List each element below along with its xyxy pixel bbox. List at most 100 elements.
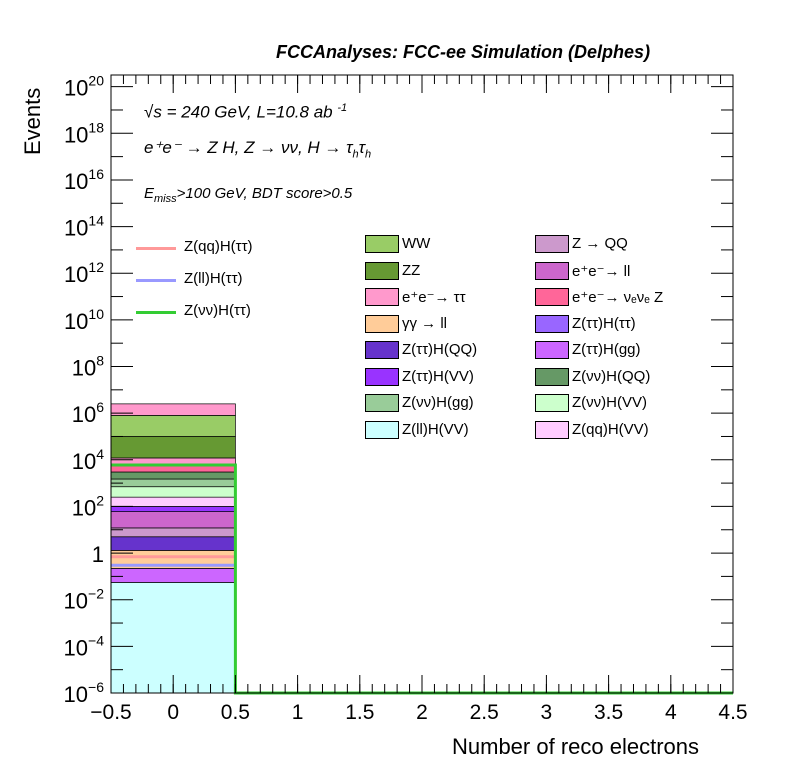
y-tick-base: 10 [64, 76, 88, 101]
y-tick-base: 10 [64, 682, 88, 707]
y-tick-base: 10 [64, 589, 88, 614]
x-tick-label-7: 3 [541, 701, 553, 724]
y-tick-base: 10 [64, 262, 88, 287]
legend-label-b-3: Z(ττ)H(ττ) [572, 314, 636, 332]
x-tick-label-6: 2.5 [470, 701, 499, 724]
y-tick-exp: 6 [96, 399, 104, 415]
y-tick-label-8: 1010 [64, 306, 104, 334]
legend-signal-line-2 [136, 311, 176, 314]
legend-label-a-1: ZZ [402, 261, 421, 279]
stack-bar-4 [110, 527, 236, 538]
legend-box-a-7 [365, 420, 399, 439]
stack-bar-10 [110, 471, 236, 480]
y-tick-base: 10 [72, 495, 96, 520]
y-axis-label: Events [20, 87, 45, 155]
stack-bar-3 [110, 536, 236, 551]
legend-box-a-2 [365, 288, 399, 306]
y-tick-base: 10 [64, 309, 88, 334]
y-tick-label-0: 10−6 [64, 679, 105, 707]
x-tick-label-0: −0.5 [90, 701, 131, 724]
legend-signal-line-0 [136, 247, 176, 250]
legend-box-b-7 [535, 420, 569, 439]
legend-box-a-3 [365, 314, 399, 333]
y-tick-label-1: 10−4 [64, 632, 105, 660]
y-tick-exp: 8 [96, 353, 104, 369]
y-tick-exp: −2 [88, 586, 104, 602]
legend-box-b-2 [535, 288, 569, 306]
energy-annotation: √s = 240 GeV, L=10.8 ab -1 [144, 102, 347, 123]
y-tick-exp: 14 [88, 213, 104, 229]
stack-bar-0 [110, 582, 236, 694]
x-tick-label-9: 4 [665, 701, 677, 724]
y-tick-exp: 12 [88, 259, 104, 275]
y-tick-base: 10 [64, 169, 88, 194]
chart-title: FCCAnalyses: FCC-ee Simulation (Delphes) [276, 42, 651, 62]
y-tick-label-2: 10−2 [64, 586, 105, 614]
y-tick-base: 10 [72, 449, 96, 474]
stack-bar-9 [110, 478, 236, 488]
legend-signal-line-1 [136, 279, 176, 282]
legend-box-a-1 [365, 261, 399, 280]
y-tick-base: 10 [64, 635, 88, 660]
stack-bar-1 [110, 568, 236, 583]
legend-label-b-7: Z(qq)H(VV) [572, 420, 649, 438]
sqrt-symbol: √ [144, 102, 154, 122]
y-tick-exp: 4 [96, 446, 104, 462]
legend-box-b-1 [535, 261, 569, 280]
legend-box-b-0 [535, 235, 569, 253]
x-tick-label-5: 2 [416, 701, 428, 724]
x-tick-label-3: 1 [292, 701, 304, 724]
process-annotation: e⁺e⁻ → Z H, Z → νν, H → τhτh [144, 138, 372, 161]
x-tick-label-2: 0.5 [221, 701, 250, 724]
legend-signal-label-0: Z(qq)H(ττ) [184, 238, 253, 255]
legend-label-b-6: Z(νν)H(VV) [572, 394, 647, 411]
stack-bar-8 [110, 486, 236, 498]
cuts-e: E [144, 185, 155, 202]
process-text: e⁺e⁻ → Z H, Z → νν, H → τ [144, 138, 353, 157]
y-tick-exp: −6 [88, 679, 104, 695]
stack-bar-7 [110, 496, 236, 507]
legend-box-b-6 [535, 394, 569, 412]
y-tick-exp: −4 [88, 632, 104, 648]
legend-label-b-1: e⁺e⁻→ ll [572, 262, 631, 280]
legend-label-b-5: Z(νν)H(QQ) [572, 367, 651, 385]
cuts-annotation: Emiss>100 GeV, BDT score>0.5 [144, 185, 352, 205]
legend-signal-label-2: Z(νν)H(ττ) [184, 302, 251, 319]
legend-box-a-5 [365, 367, 399, 386]
legend-label-b-0: Z → QQ [572, 235, 628, 252]
y-tick-label-5: 104 [72, 446, 104, 474]
x-tick-label-1: 0 [167, 701, 179, 724]
y-tick-base: 10 [72, 356, 96, 381]
stack-bar-14 [110, 415, 236, 437]
y-tick-label-13: 1020 [64, 73, 104, 101]
y-tick-label-4: 102 [72, 492, 104, 520]
stack-bar-5 [110, 511, 236, 529]
stack-bar-13 [110, 436, 236, 459]
y-tick-exp: 2 [96, 492, 104, 508]
y-tick-label-11: 1016 [64, 166, 104, 194]
cuts-sub: miss [154, 193, 177, 205]
x-tick-label-8: 3.5 [594, 701, 623, 724]
y-tick-base: 10 [72, 402, 96, 427]
legend-label-a-2: e⁺e⁻→ ττ [402, 289, 466, 306]
y-tick-label-7: 108 [72, 353, 104, 381]
y-tick-exp: 18 [88, 119, 104, 135]
y-tick-base: 10 [64, 216, 88, 241]
legend-label-a-6: Z(νν)H(gg) [402, 394, 474, 411]
legend-box-a-0 [365, 235, 399, 253]
legend-box-b-3 [535, 314, 569, 333]
legend-label-a-4: Z(ττ)H(QQ) [402, 341, 478, 358]
stack-bar-15 [110, 403, 236, 416]
legend-box-a-6 [365, 394, 399, 412]
legend-label-a-7: Z(ll)H(VV) [402, 420, 469, 438]
legend-box-a-4 [365, 341, 399, 359]
x-tick-label-4: 1.5 [345, 701, 374, 724]
x-tick-label-10: 4.5 [718, 701, 747, 724]
y-tick-label-12: 1018 [64, 119, 104, 147]
y-tick-exp: 10 [88, 306, 104, 322]
legend-label-a-0: WW [402, 235, 431, 252]
stack-bar-6 [110, 506, 236, 512]
legend-label-a-3: γγ → ll [402, 314, 447, 332]
legend-label-b-2: e⁺e⁻→ νₑνₑ Z [572, 289, 664, 306]
